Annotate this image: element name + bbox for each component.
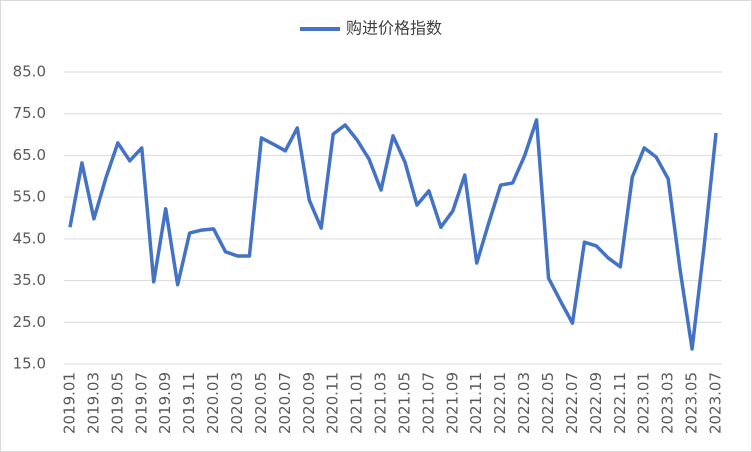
x-tick-label: 2021.11: [467, 372, 485, 434]
x-tick-label: 2023.01: [635, 372, 653, 434]
x-tick-label: 2022.01: [491, 372, 509, 434]
y-tick-label: 75.0: [13, 104, 46, 122]
x-tick-label: 2020.05: [252, 372, 270, 434]
y-tick-label: 35.0: [13, 271, 46, 289]
x-tick-label: 2023.07: [707, 372, 725, 434]
data-line: [68, 118, 718, 351]
x-tick-label: 2020.01: [204, 372, 222, 434]
x-tick-label: 2019.01: [60, 372, 78, 434]
y-tick-label: 25.0: [13, 313, 46, 331]
x-tick-label: 2022.05: [539, 372, 557, 434]
x-tick-label: 2019.09: [156, 372, 174, 434]
x-tick-label: 2019.07: [132, 372, 150, 434]
y-tick-label: 65.0: [13, 146, 46, 164]
x-tick-label: 2021.09: [443, 372, 461, 434]
legend-label: 购进价格指数: [346, 19, 442, 38]
x-tick-label: 2023.05: [683, 372, 701, 434]
y-tick-label: 45.0: [13, 229, 46, 247]
x-tick-label: 2020.11: [324, 372, 342, 434]
x-tick-label: 2020.03: [228, 372, 246, 434]
x-tick-label: 2019.05: [108, 372, 126, 434]
x-tick-label: 2020.07: [276, 372, 294, 434]
y-tick-label: 15.0: [13, 355, 46, 373]
x-tick-label: 2019.03: [84, 372, 102, 434]
x-tick-label: 2020.09: [300, 372, 318, 434]
x-tick-label: 2021.07: [419, 372, 437, 434]
x-tick-label: 2023.03: [659, 372, 677, 434]
y-tick-label: 85.0: [13, 63, 46, 81]
x-tick-label: 2021.05: [395, 372, 413, 434]
x-tick-label: 2019.11: [180, 372, 198, 434]
x-tick-label: 2022.09: [587, 372, 605, 434]
x-tick-label: 2021.03: [372, 372, 390, 434]
x-tick-label: 2022.07: [563, 372, 581, 434]
x-tick-label: 2022.11: [611, 372, 629, 434]
x-tick-label: 2021.01: [348, 372, 366, 434]
x-tick-label: 2022.03: [515, 372, 533, 434]
y-tick-label: 55.0: [13, 188, 46, 206]
